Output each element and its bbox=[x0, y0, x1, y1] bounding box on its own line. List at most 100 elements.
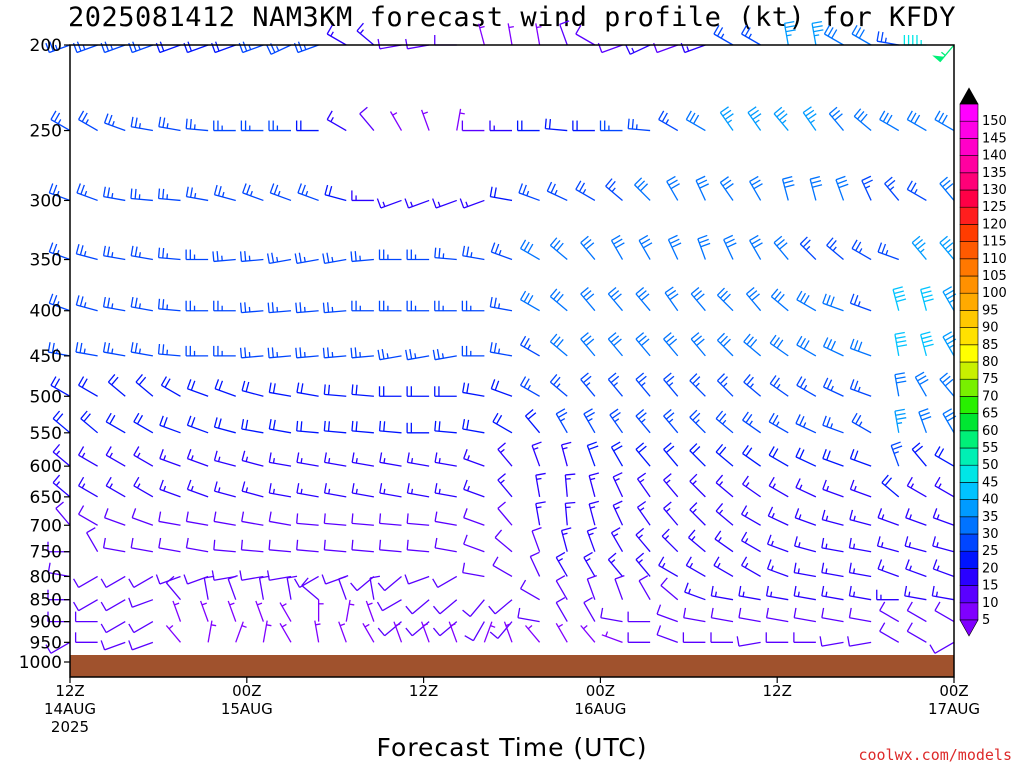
wind-barb bbox=[86, 527, 99, 553]
wind-barb bbox=[50, 376, 71, 397]
barb-full bbox=[383, 421, 386, 432]
barb-half bbox=[470, 252, 473, 258]
barb-half bbox=[562, 532, 568, 536]
barb-half bbox=[229, 602, 235, 606]
barb-half bbox=[55, 450, 61, 456]
barb-full bbox=[635, 409, 645, 417]
barb-half bbox=[111, 120, 115, 127]
x-tick-label: 00Z bbox=[939, 682, 968, 700]
wind-barb bbox=[185, 118, 209, 132]
barb-full bbox=[351, 452, 355, 463]
barb-staff bbox=[749, 240, 762, 260]
barb-full bbox=[692, 446, 701, 455]
barb-full bbox=[51, 342, 55, 353]
barb-full bbox=[726, 242, 737, 248]
barb-half bbox=[610, 559, 616, 564]
barb-staff bbox=[911, 448, 927, 467]
barb-full bbox=[942, 286, 952, 293]
barb-half bbox=[508, 25, 514, 29]
wind-barb bbox=[105, 412, 126, 434]
barb-staff bbox=[269, 549, 292, 553]
barb-full bbox=[322, 302, 325, 313]
barb-full bbox=[583, 375, 592, 384]
barb-full bbox=[245, 381, 250, 392]
barb-half bbox=[272, 488, 275, 494]
barb-full bbox=[213, 417, 218, 428]
barb-full bbox=[921, 290, 932, 295]
barb-full bbox=[556, 293, 564, 303]
barb-full bbox=[189, 187, 193, 198]
wind-barb bbox=[906, 476, 927, 498]
barb-staff bbox=[104, 517, 126, 526]
wind-barb bbox=[660, 577, 679, 601]
wind-barb bbox=[572, 120, 595, 132]
barb-staff bbox=[879, 118, 900, 132]
wind-barb bbox=[159, 449, 181, 467]
barb-full bbox=[294, 578, 301, 588]
colorbar-label: 80 bbox=[982, 355, 999, 370]
chart-title: 2025081412 NAM3KM forecast wind profile … bbox=[67, 2, 957, 33]
wind-barb bbox=[821, 585, 844, 601]
wind-barb bbox=[130, 342, 153, 357]
wind-barb bbox=[463, 508, 485, 526]
wind-barb bbox=[295, 302, 319, 314]
wind-barb bbox=[296, 382, 319, 397]
barb-staff bbox=[356, 30, 375, 46]
barb-full bbox=[724, 183, 734, 190]
barb-staff bbox=[656, 634, 678, 643]
barb-staff bbox=[214, 194, 236, 202]
barb-full bbox=[849, 379, 855, 389]
barb-full bbox=[939, 235, 948, 244]
barb-full bbox=[520, 239, 527, 249]
barb-half bbox=[111, 303, 114, 309]
barb-full bbox=[884, 477, 893, 486]
barb-full bbox=[904, 536, 909, 547]
wind-barb bbox=[793, 536, 817, 553]
wind-barb bbox=[266, 570, 292, 581]
barb-full bbox=[464, 635, 474, 642]
wind-barb bbox=[560, 527, 572, 552]
barb-full bbox=[583, 290, 592, 298]
wind-barb bbox=[213, 450, 236, 467]
wind-barb bbox=[627, 632, 651, 643]
wind-barb bbox=[420, 621, 430, 643]
barb-full bbox=[351, 539, 354, 550]
barb-full bbox=[823, 25, 831, 35]
barb-full bbox=[239, 251, 243, 262]
wind-barb bbox=[78, 505, 98, 526]
barb-full bbox=[722, 179, 732, 187]
barb-full bbox=[855, 414, 862, 425]
barb-full bbox=[462, 419, 466, 430]
barb-full bbox=[896, 380, 907, 384]
barb-staff bbox=[877, 251, 899, 261]
barb-full bbox=[523, 378, 530, 388]
barb-half bbox=[948, 344, 954, 349]
wind-barb bbox=[73, 599, 98, 612]
wind-barb bbox=[894, 372, 907, 397]
barb-full bbox=[886, 179, 896, 188]
barb-staff bbox=[131, 306, 153, 312]
barb-full bbox=[666, 175, 676, 182]
barb-full bbox=[45, 42, 50, 53]
barb-staff bbox=[849, 617, 872, 623]
barb-full bbox=[855, 241, 862, 251]
barb-staff bbox=[881, 482, 900, 498]
wind-barb bbox=[742, 475, 761, 498]
wind-barb bbox=[894, 408, 907, 433]
barb-staff bbox=[742, 453, 761, 467]
barb-full bbox=[351, 513, 354, 524]
barb-staff bbox=[159, 424, 181, 434]
wind-barb bbox=[638, 234, 653, 260]
barb-staff bbox=[186, 195, 209, 202]
barb-full bbox=[350, 347, 353, 358]
wind-barb bbox=[213, 417, 236, 434]
barb-staff bbox=[301, 585, 320, 601]
wind-barb bbox=[74, 632, 98, 643]
wind-barb bbox=[822, 415, 844, 434]
wind-barb bbox=[695, 175, 709, 201]
barb-full bbox=[799, 378, 807, 388]
barb-full bbox=[544, 118, 547, 129]
barb-staff bbox=[531, 530, 541, 552]
barb-half bbox=[661, 562, 666, 568]
barb-full bbox=[805, 109, 815, 117]
